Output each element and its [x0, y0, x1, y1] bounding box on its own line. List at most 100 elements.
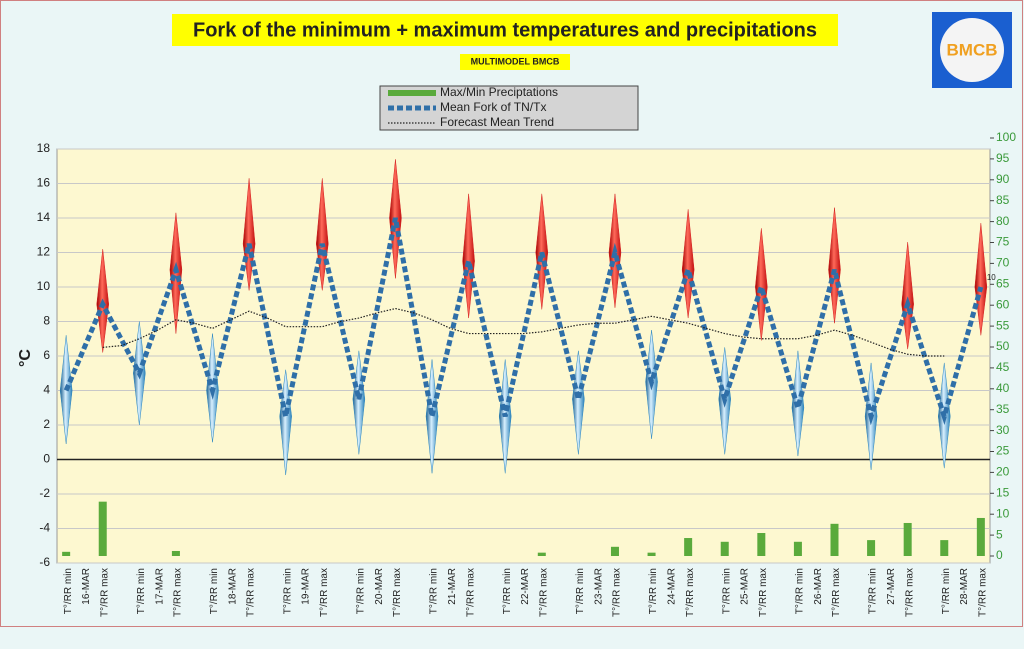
x-tick-label: 26-MAR [813, 568, 824, 605]
x-tick-label: T°/RR min [721, 568, 732, 614]
tmax-diamond [535, 193, 549, 310]
y-tick-label: 14 [37, 210, 51, 224]
y2-tick-label: 40 [996, 381, 1010, 395]
x-tick-label: T°/RR min [282, 568, 293, 614]
x-tick-label: T°/RR min [63, 568, 74, 614]
x-tick-label: 28-MAR [959, 568, 970, 605]
y-tick-label: 6 [43, 348, 50, 362]
tmax-diamond [462, 193, 475, 319]
tmin-diamond [572, 350, 585, 455]
subtitle: MULTIMODEL BMCB [471, 56, 560, 66]
y-tick-label: 10 [37, 279, 51, 293]
y2-tick-label: 75 [996, 235, 1010, 249]
x-tick-label: T°/RR min [136, 568, 147, 614]
y2-tick-label: 10 [996, 506, 1010, 520]
y2-tick-label: 30 [996, 423, 1010, 437]
y-tick-label: 8 [43, 314, 50, 328]
y2-tick-label: 50 [996, 339, 1010, 353]
x-tick-label: T°/RR max [904, 568, 915, 617]
x-tick-label: T°/RR min [429, 568, 440, 614]
y2-tick-label: 20 [996, 465, 1010, 479]
x-tick-label: T°/RR max [612, 568, 623, 617]
y2-tick-label: 5 [996, 527, 1003, 541]
y-tick-label: 0 [43, 452, 50, 466]
precip-bar [171, 550, 180, 556]
x-tick-label: T°/RR max [319, 568, 330, 617]
x-tick-label: 24-MAR [666, 568, 677, 605]
y-tick-label: 2 [43, 417, 50, 431]
y2-tick-label: 85 [996, 193, 1010, 207]
x-tick-label: 17-MAR [154, 568, 165, 605]
logo: BMCB [932, 12, 1012, 88]
y2-tick-label: 55 [996, 318, 1010, 332]
y-tick-label: -4 [39, 521, 50, 535]
legend-label: Max/Min Preciptations [440, 85, 558, 99]
x-tick-label: T°/RR max [392, 568, 403, 617]
x-tick-label: T°/RR max [685, 568, 696, 617]
mean-fork-line [63, 217, 984, 426]
precip-bar [903, 522, 912, 556]
legend-label: Mean Fork of TN/Tx [440, 100, 546, 114]
x-tick-label: T°/RR max [977, 568, 988, 617]
title-box [172, 14, 838, 46]
y2-tick-label: 25 [996, 444, 1010, 458]
y2-tick-label: 35 [996, 402, 1010, 416]
x-tick-label: T°/RR min [209, 568, 220, 614]
y2-tick-label: 90 [996, 172, 1010, 186]
precip-bar [976, 517, 985, 556]
x-tick-label: T°/RR min [868, 568, 879, 614]
y2-tick-label: 100 [996, 130, 1016, 144]
y-tick-label: -6 [39, 555, 50, 569]
precip-bar [867, 540, 876, 556]
logo-text: BMCB [947, 40, 998, 59]
x-tick-label: T°/RR max [99, 568, 110, 617]
x-tick-label: T°/RR min [502, 568, 513, 614]
precip-bar [98, 501, 107, 556]
precip-bar [793, 541, 802, 556]
legend-swatch [388, 90, 436, 96]
x-tick-label: 18-MAR [227, 568, 238, 605]
y2-tick-label: 45 [996, 360, 1010, 374]
x-tick-label: T°/RR min [941, 568, 952, 614]
y2-tick-label: 65 [996, 276, 1010, 290]
x-tick-label: 20-MAR [374, 568, 385, 605]
tmax-diamond [901, 242, 914, 350]
precip-bar [684, 538, 693, 556]
x-tick-label: T°/RR max [465, 568, 476, 617]
x-tick-label: 27-MAR [886, 568, 897, 605]
tmax-diamond [828, 207, 841, 324]
precip-bar [62, 551, 71, 556]
y2-tick-label: 15 [996, 485, 1010, 499]
x-tick-label: 25-MAR [740, 568, 751, 605]
tmax-diamond [755, 228, 768, 341]
x-tick-label: 16-MAR [81, 568, 92, 605]
y2-tick-label: 60 [996, 297, 1010, 311]
precip-bar [830, 523, 839, 556]
x-tick-label: T°/RR min [795, 568, 806, 614]
x-tick-label: T°/RR max [246, 568, 257, 617]
y2-tick-label: 95 [996, 151, 1010, 165]
y2-tick-label: 70 [996, 256, 1010, 270]
legend-label: Forecast Mean Trend [440, 115, 554, 129]
y-tick-label: -2 [39, 486, 50, 500]
precip-bar [720, 541, 729, 556]
y2-tick-label: 80 [996, 214, 1010, 228]
x-tick-label: T°/RR max [831, 568, 842, 617]
y-tick-label: 18 [37, 141, 51, 155]
x-tick-label: T°/RR max [758, 568, 769, 617]
annotation: 10 [987, 273, 996, 282]
subtitle-box [460, 54, 570, 70]
precip-bar [940, 540, 949, 556]
x-tick-label: 21-MAR [447, 568, 458, 605]
precip-bar [647, 552, 656, 556]
y-axis-label: °C [17, 349, 34, 367]
x-tick-label: 19-MAR [301, 568, 312, 605]
precip-bar [537, 552, 546, 556]
x-tick-label: T°/RR max [173, 568, 184, 617]
y-tick-label: 12 [37, 245, 51, 259]
precip-bar [757, 533, 766, 556]
x-tick-label: 23-MAR [593, 568, 604, 605]
y2-tick-label: 0 [996, 548, 1003, 562]
x-tick-label: 22-MAR [520, 568, 531, 605]
